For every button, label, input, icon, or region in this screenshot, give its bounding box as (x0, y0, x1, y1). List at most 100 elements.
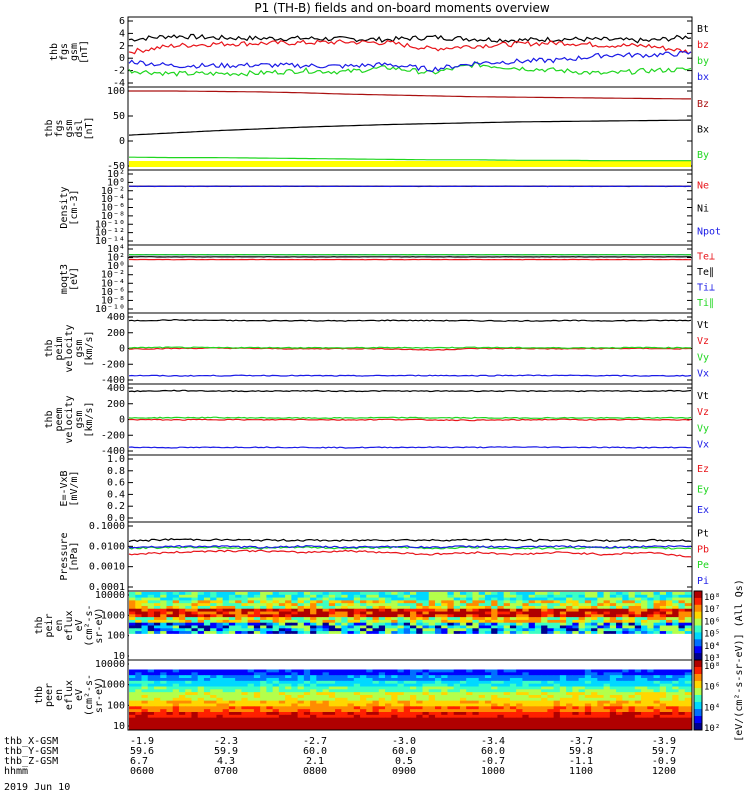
heatmap-cell (172, 650, 180, 654)
heatmap-cell (291, 645, 299, 649)
heatmap-cell (534, 663, 542, 668)
heatmap-cell (378, 669, 386, 673)
heatmap-cell (653, 717, 661, 721)
heatmap-cell (684, 642, 692, 646)
legend-entry: By (697, 150, 709, 161)
heatmap-cell (609, 639, 617, 643)
heatmap-cell (503, 672, 511, 676)
heatmap-cell (353, 653, 361, 657)
heatmap-cell (466, 603, 473, 607)
heatmap-cell (478, 723, 486, 727)
heatmap-cell (391, 680, 399, 685)
heatmap-cell (566, 628, 573, 632)
heatmap-cell (347, 622, 355, 626)
heatmap-cell (678, 692, 686, 696)
heatmap-cell (434, 706, 442, 710)
heatmap-cell (191, 653, 199, 657)
heatmap-cell (672, 597, 680, 601)
heatmap-cell (285, 697, 292, 702)
heatmap-cell (322, 697, 330, 702)
heatmap-cell (478, 712, 486, 716)
heatmap-cell (303, 622, 311, 626)
heatmap-cell (297, 608, 305, 613)
heatmap-cell (603, 695, 611, 699)
heatmap-cell (397, 726, 405, 730)
heatmap-cell (678, 717, 686, 721)
heatmap-cell (428, 645, 436, 649)
heatmap-cell (522, 628, 530, 632)
heatmap-cell (197, 622, 205, 626)
heatmap-cell (603, 628, 611, 632)
heatmap-cell (428, 650, 436, 654)
heatmap-cell (378, 603, 386, 607)
heatmap-cell (272, 639, 280, 643)
heatmap-cell (403, 717, 411, 721)
heatmap-cell (235, 645, 242, 649)
heatmap-cell (166, 695, 174, 699)
heatmap-cell (416, 622, 423, 626)
heatmap-cell (528, 653, 536, 657)
heatmap-cell (135, 717, 142, 721)
heatmap-cell (216, 639, 224, 643)
heatmap-cell (422, 614, 430, 618)
heatmap-cell (378, 709, 386, 713)
heatmap-cell (197, 625, 205, 629)
heatmap-cell (241, 631, 249, 635)
heatmap-cell (297, 594, 305, 599)
heatmap-cell (147, 695, 155, 699)
y-tick-label: 10⁻² (101, 186, 125, 197)
heatmap-cell (378, 611, 386, 615)
heatmap-cell (422, 663, 430, 668)
heatmap-cell (653, 656, 661, 660)
heatmap-cell (210, 642, 217, 646)
heatmap-cell (160, 723, 167, 727)
heatmap-cell (316, 720, 324, 724)
heatmap-cell (666, 650, 673, 654)
heatmap-cell (453, 614, 461, 618)
heatmap-cell (247, 633, 255, 638)
heatmap-cell (178, 656, 186, 660)
heatmap-cell (509, 628, 517, 632)
heatmap-cell (416, 714, 423, 719)
heatmap-cell (522, 700, 530, 704)
y-axis-label: fgs (54, 119, 65, 137)
heatmap-cell (153, 689, 161, 693)
heatmap-cell (584, 594, 592, 599)
heatmap-cell (472, 628, 480, 632)
heatmap-cell (241, 647, 249, 652)
heatmap-cell (135, 653, 142, 657)
heatmap-cell (241, 680, 249, 685)
heatmap-cell (366, 647, 374, 652)
heatmap-cell (216, 647, 224, 652)
heatmap-cell (328, 726, 336, 730)
heatmap-cell (472, 675, 480, 679)
heatmap-cell (622, 717, 630, 721)
heatmap-cell (553, 712, 561, 716)
heatmap-cell (634, 656, 642, 660)
heatmap-cell (153, 617, 161, 621)
panel-frame (127, 16, 693, 88)
heatmap-cell (129, 653, 136, 657)
heatmap-cell (235, 663, 242, 668)
heatmap-cell (272, 608, 280, 613)
heatmap-cell (347, 706, 355, 710)
heatmap-cell (497, 645, 505, 649)
heatmap-cell (166, 645, 174, 649)
heatmap-cell (166, 726, 174, 730)
heatmap-cell (509, 650, 517, 654)
heatmap-cell (235, 703, 242, 707)
heatmap-cell (447, 672, 455, 676)
heatmap-cell (622, 723, 630, 727)
heatmap-cell (403, 594, 411, 599)
heatmap-cell (197, 597, 205, 601)
heatmap-cell (453, 611, 461, 615)
heatmap-cell (572, 600, 580, 604)
heatmap-cell (603, 666, 611, 670)
heatmap-cell (360, 709, 367, 713)
heatmap-cell (347, 714, 355, 719)
heatmap-cell (197, 645, 205, 649)
heatmap-cell (684, 605, 692, 610)
heatmap-cell (366, 706, 374, 710)
heatmap-cell (659, 723, 667, 727)
heatmap-cell (591, 656, 598, 660)
